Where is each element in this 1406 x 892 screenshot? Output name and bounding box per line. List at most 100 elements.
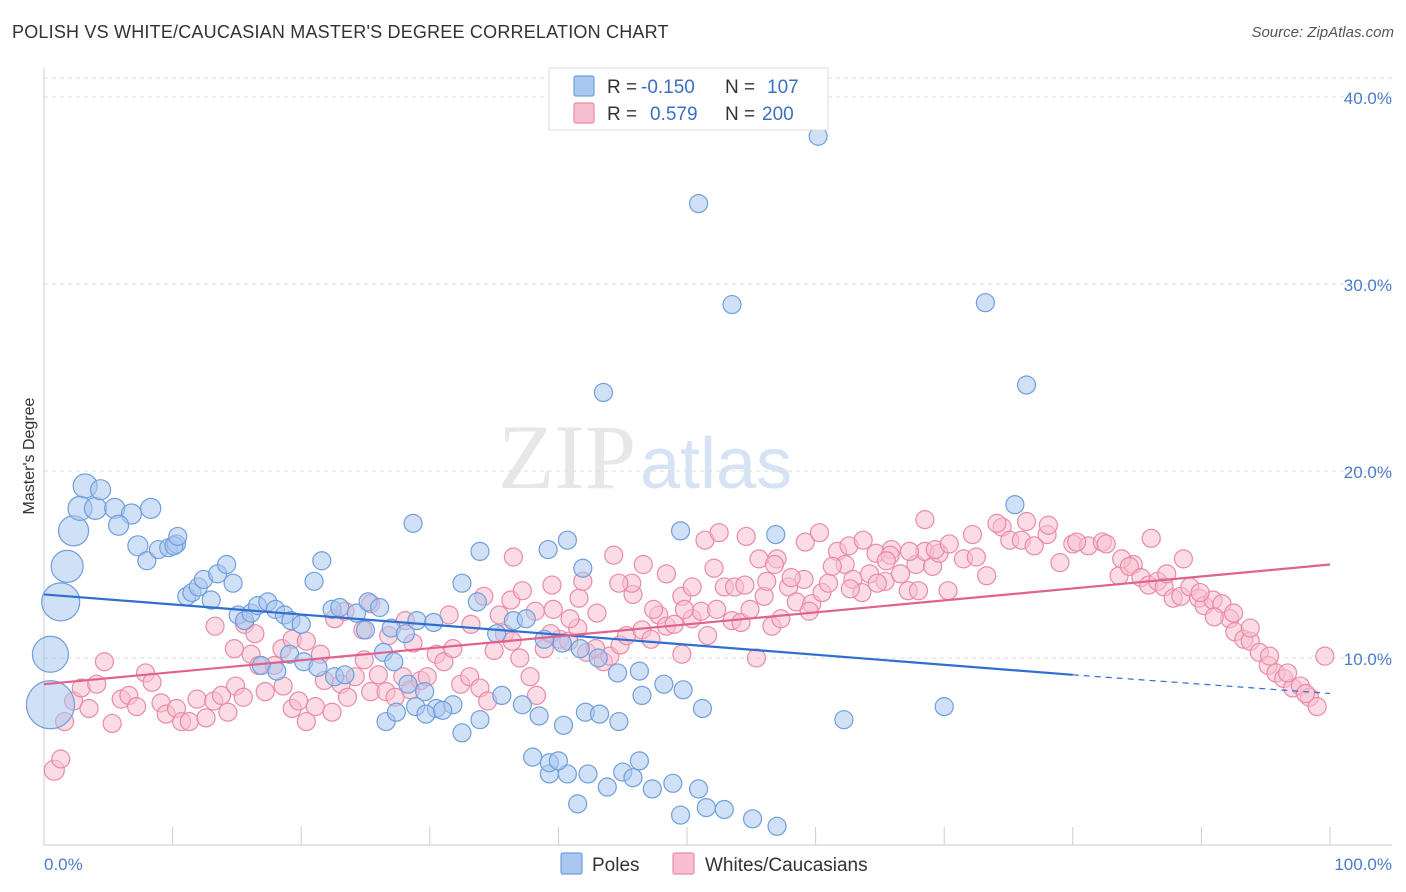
whites-point xyxy=(1307,697,1327,717)
x-tick-label-0: 0.0% xyxy=(44,855,83,874)
whites-point xyxy=(1050,553,1070,573)
whites-point xyxy=(1315,646,1335,666)
poles-point xyxy=(557,764,578,784)
poles-point xyxy=(692,698,713,719)
legend-swatch-poles xyxy=(573,75,595,97)
whites-point xyxy=(840,579,860,599)
whites-point xyxy=(1038,515,1058,535)
series-legend-label-whites: Whites/Caucasians xyxy=(705,855,868,876)
poles-point xyxy=(607,663,628,683)
poles-point xyxy=(589,704,610,724)
y-tick-label-2: 30.0% xyxy=(1344,276,1392,295)
poles-point xyxy=(31,635,70,673)
poles-point xyxy=(975,293,995,313)
whites-point xyxy=(853,530,873,550)
poles-point xyxy=(609,711,629,732)
whites-point xyxy=(604,545,624,565)
poles-point xyxy=(1016,375,1037,395)
whites-point xyxy=(757,571,777,591)
trend-lines xyxy=(43,563,1331,695)
poles-point xyxy=(516,609,536,629)
whites-point xyxy=(94,652,115,672)
whites-point xyxy=(962,524,983,545)
source-credit: Source: ZipAtlas.com xyxy=(1251,24,1394,41)
whites-point xyxy=(609,573,629,593)
whites-point xyxy=(641,629,661,649)
poles-point xyxy=(127,535,149,557)
poles-point xyxy=(304,571,324,591)
poles-point xyxy=(267,661,287,681)
poles-point xyxy=(291,614,311,634)
whites-point xyxy=(255,682,275,702)
y-tick-label-1: 20.0% xyxy=(1344,463,1392,482)
poles-point xyxy=(538,539,558,560)
whites-point xyxy=(987,513,1007,533)
poles-point xyxy=(370,597,390,618)
poles-point xyxy=(597,777,617,797)
whites-point xyxy=(740,599,760,619)
poles-point xyxy=(629,751,650,771)
poles-point xyxy=(722,294,742,315)
whites-point xyxy=(890,564,911,584)
poles-point xyxy=(223,573,243,593)
poles-point xyxy=(573,558,593,578)
whites-point xyxy=(543,599,563,619)
whites-point xyxy=(296,711,316,732)
whites-point xyxy=(899,541,920,562)
poles-trend-extension xyxy=(1072,674,1331,695)
poles-point xyxy=(330,597,350,618)
whites-point xyxy=(187,689,207,709)
whites-point xyxy=(1223,603,1244,623)
poles-point xyxy=(470,710,490,730)
legend-n-value-whites: 200 xyxy=(762,104,794,125)
whites-point xyxy=(542,575,562,595)
poles-point xyxy=(433,700,453,720)
whites-trend-line xyxy=(43,563,1331,686)
poles-trend-line xyxy=(43,593,1073,676)
y-tick-labels: 10.0% 20.0% 30.0% 40.0% xyxy=(1344,89,1392,669)
whites-point xyxy=(560,609,580,629)
legend-r-value-whites: 0.579 xyxy=(650,104,698,125)
whites-point xyxy=(746,648,767,668)
whites-point xyxy=(1190,582,1210,603)
poles-point xyxy=(553,715,574,735)
poles-point xyxy=(452,573,472,593)
whites-point xyxy=(1096,534,1116,554)
watermark-zip: ZIP xyxy=(498,406,636,508)
whites-point xyxy=(938,581,958,601)
whites-point xyxy=(1119,556,1139,576)
poles-point xyxy=(467,592,487,612)
whites-point xyxy=(1024,536,1044,556)
poles-point xyxy=(548,751,569,771)
whites-point xyxy=(643,599,664,619)
series-legend-swatch-poles xyxy=(560,852,583,875)
whites-point xyxy=(179,711,199,732)
series-legend-swatch-whites xyxy=(672,852,695,875)
whites-point xyxy=(1067,532,1087,552)
y-tick-label-3: 40.0% xyxy=(1344,89,1392,108)
whites-point xyxy=(822,556,842,576)
whites-point xyxy=(939,534,959,554)
poles-point xyxy=(41,582,81,622)
whites-point xyxy=(289,691,309,711)
legend-swatch-whites xyxy=(573,102,595,124)
whites-point xyxy=(51,749,71,769)
poles-point xyxy=(766,524,786,545)
whites-point xyxy=(368,665,388,685)
whites-point xyxy=(977,566,997,586)
legend-n-label-poles: N = xyxy=(725,77,755,98)
poles-point xyxy=(767,816,787,836)
poles-point xyxy=(424,612,444,633)
whites-point xyxy=(224,639,244,659)
poles-point xyxy=(578,764,598,784)
legend-n-label-whites: N = xyxy=(725,104,755,125)
whites-point xyxy=(126,697,147,717)
whites-point xyxy=(526,685,547,706)
poles-point xyxy=(523,747,543,767)
whites-point xyxy=(915,510,935,530)
chart-title: POLISH VS WHITE/CAUCASIAN MASTER'S DEGRE… xyxy=(12,22,669,42)
poles-point xyxy=(201,590,221,610)
whites-point xyxy=(672,644,692,664)
whites-point xyxy=(781,567,801,588)
